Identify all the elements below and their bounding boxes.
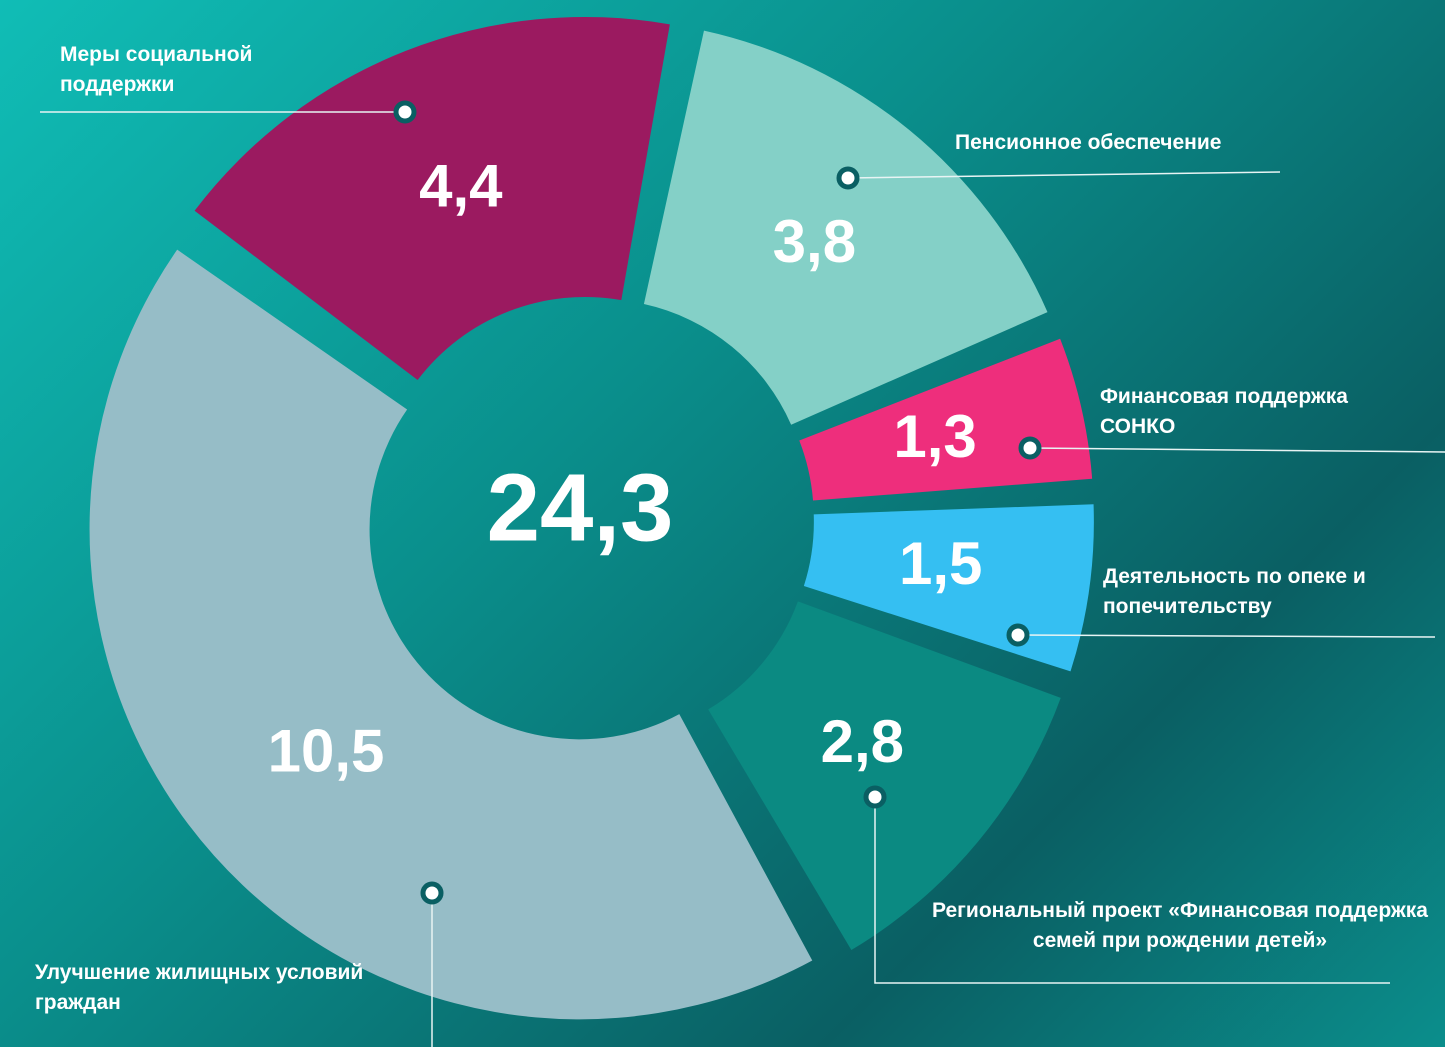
category-label: Деятельность по опеке и попечительству	[1103, 565, 1366, 618]
value-label: 10,5	[268, 718, 385, 785]
value-label: 1,3	[893, 403, 976, 470]
donut-segment	[643, 30, 1048, 425]
leader-line	[874, 797, 1390, 984]
center-total: 24,3	[487, 454, 674, 561]
leader-line	[847, 171, 1281, 179]
category-label: Региональный проект «Финансовая поддержк…	[932, 899, 1428, 952]
leader-line	[1017, 634, 1436, 638]
category-label: Пенсионное обеспечение	[955, 131, 1222, 154]
donut-segment	[89, 249, 813, 1020]
leader-line	[1029, 447, 1445, 453]
leader-dot	[836, 166, 860, 190]
donut-segment	[799, 338, 1093, 501]
leader-dot	[1018, 436, 1042, 460]
leader-dot	[863, 785, 887, 809]
leader-dot	[393, 100, 417, 124]
leader-dot	[1006, 623, 1030, 647]
value-label: 4,4	[419, 152, 503, 219]
value-label: 2,8	[821, 708, 904, 775]
category-label: Меры социальной поддержки	[60, 43, 253, 96]
leader-dot	[420, 881, 444, 905]
value-label: 1,5	[899, 530, 982, 597]
donut-segment	[708, 601, 1061, 951]
donut-segment	[194, 16, 670, 381]
value-label: 3,8	[773, 208, 856, 275]
category-label: Улучшение жилищных условий граждан	[35, 961, 364, 1014]
category-label: Финансовая поддержка СОНКО	[1100, 385, 1348, 438]
